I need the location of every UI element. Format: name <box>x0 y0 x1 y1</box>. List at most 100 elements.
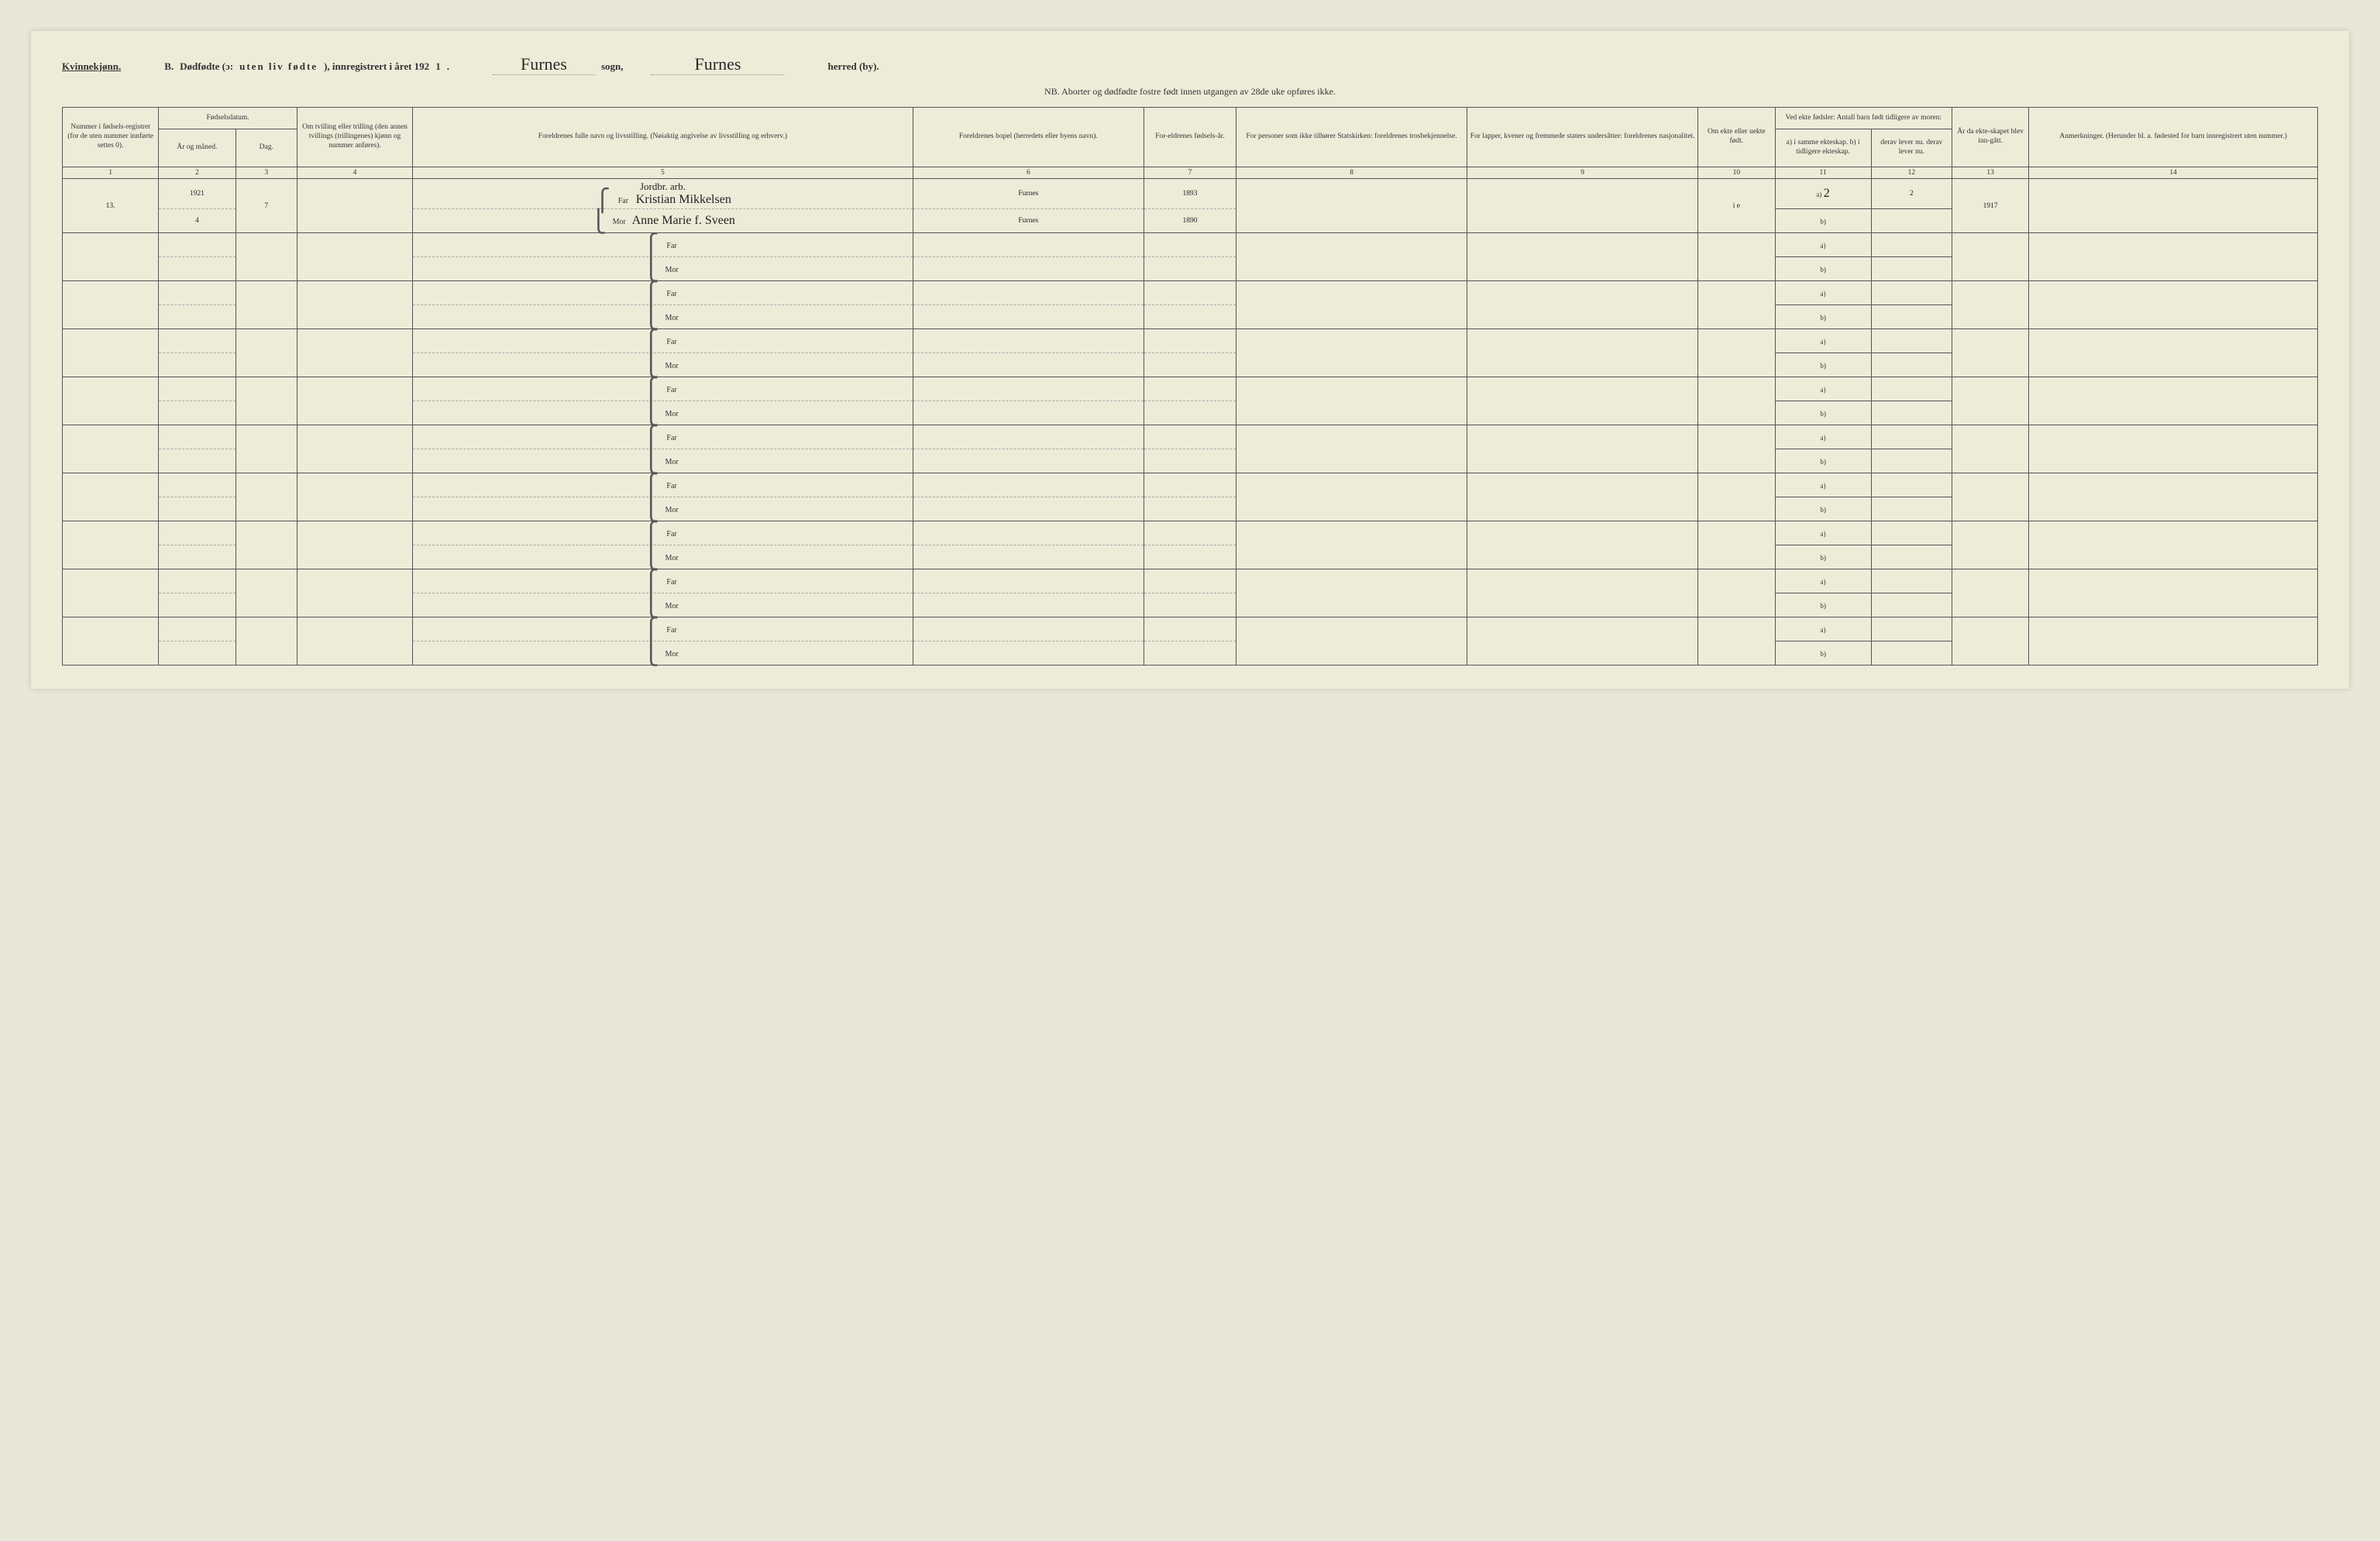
entry-b-lever <box>1871 353 1952 377</box>
col-14-header: Anmerkninger. (Herunder bl. a. fødested … <box>2029 108 2318 167</box>
entry-mor-cell: ⎩ Mor <box>413 353 913 377</box>
colnum: 2 <box>159 167 236 179</box>
entry-month <box>159 545 236 569</box>
colnum: 9 <box>1467 167 1698 179</box>
colnum: 3 <box>236 167 297 179</box>
entry-a-lever <box>1871 425 1952 449</box>
entry-day <box>236 473 297 521</box>
entry-religion <box>1236 521 1467 569</box>
colnum: 12 <box>1871 167 1952 179</box>
entry-twin <box>298 473 413 521</box>
entry-month: 4 <box>159 209 236 233</box>
table-body: 13.19217Jordbr. arb.⎧ Far Kristian Mikke… <box>63 179 2318 666</box>
entry-ekte <box>1698 233 1775 281</box>
entry-religion <box>1236 233 1467 281</box>
entry-ekte <box>1698 281 1775 329</box>
entry-row-far: ⎧ Far a) <box>63 233 2318 257</box>
col-11-group-header: Ved ekte fødsler: Antall barn født tidli… <box>1775 108 1952 129</box>
title-spaced: uten liv fødte <box>239 60 318 73</box>
entry-b-val: b) <box>1775 593 1871 617</box>
entry-far-year <box>1144 329 1236 353</box>
entry-b-val: b) <box>1775 545 1871 569</box>
entry-far-place <box>913 233 1144 257</box>
entry-ekte: i e <box>1698 179 1775 233</box>
entry-remarks <box>2029 425 2318 473</box>
entry-year <box>159 377 236 401</box>
entry-ekteskap-year <box>1952 233 2029 281</box>
entry-ekteskap-year <box>1952 281 2029 329</box>
entry-row-far: ⎧ Far a) <box>63 329 2318 353</box>
entry-mor-year <box>1144 642 1236 666</box>
col-2-header: År og måned. <box>159 129 236 167</box>
col-8-header: For personer som ikke tilhører Statskirk… <box>1236 108 1467 167</box>
col-4-header: Om tvilling eller trilling (den annen tv… <box>298 108 413 167</box>
entry-row-far: ⎧ Far a) <box>63 617 2318 642</box>
entry-remarks <box>2029 179 2318 233</box>
entry-number <box>63 473 159 521</box>
register-table: Nummer i fødsels-registret (for de uten … <box>62 107 2318 666</box>
entry-a-lever <box>1871 521 1952 545</box>
entry-row-far: ⎧ Far a) <box>63 377 2318 401</box>
entry-a-val: a) <box>1775 521 1871 545</box>
entry-b-lever <box>1871 401 1952 425</box>
entry-mor-year <box>1144 401 1236 425</box>
entry-far-cell: ⎧ Far <box>413 233 913 257</box>
entry-mor-year <box>1144 257 1236 281</box>
entry-ekte <box>1698 617 1775 666</box>
entry-b-lever <box>1871 209 1952 233</box>
entry-month <box>159 353 236 377</box>
entry-year <box>159 569 236 593</box>
entry-ekteskap-year <box>1952 569 2029 617</box>
entry-religion <box>1236 377 1467 425</box>
entry-b-val: b) <box>1775 257 1871 281</box>
entry-month <box>159 257 236 281</box>
colnum: 1 <box>63 167 159 179</box>
entry-row-far: ⎧ Far a) <box>63 281 2318 305</box>
colnum: 13 <box>1952 167 2029 179</box>
sogn-value: Furnes <box>493 54 595 75</box>
herred-label: herred (by). <box>827 60 879 73</box>
entry-mor-cell: ⎩ Mor <box>413 497 913 521</box>
entry-remarks <box>2029 473 2318 521</box>
entry-a-lever <box>1871 377 1952 401</box>
entry-mor-place <box>913 257 1144 281</box>
entry-remarks <box>2029 281 2318 329</box>
entry-a-lever <box>1871 473 1952 497</box>
entry-day <box>236 521 297 569</box>
entry-remarks <box>2029 233 2318 281</box>
entry-far-year <box>1144 233 1236 257</box>
entry-far-year <box>1144 521 1236 545</box>
entry-year <box>159 617 236 642</box>
entry-far-cell: Jordbr. arb.⎧ Far Kristian Mikkelsen <box>413 179 913 209</box>
entry-ekte <box>1698 329 1775 377</box>
entry-nationality <box>1467 617 1698 666</box>
entry-far-place <box>913 377 1144 401</box>
entry-a-val: a) <box>1775 569 1871 593</box>
entry-b-val: b) <box>1775 209 1871 233</box>
colnum: 7 <box>1144 167 1236 179</box>
entry-ekteskap-year <box>1952 617 2029 666</box>
entry-row-far: ⎧ Far a) <box>63 521 2318 545</box>
entry-mor-cell: ⎩ Mor <box>413 449 913 473</box>
col-5-header: Foreldrenes fulle navn og livsstilling. … <box>413 108 913 167</box>
entry-nationality <box>1467 521 1698 569</box>
entry-day <box>236 329 297 377</box>
entry-number <box>63 281 159 329</box>
entry-row-far: ⎧ Far a) <box>63 473 2318 497</box>
entry-mor-cell: ⎩ Mor <box>413 593 913 617</box>
entry-a-val: a) <box>1775 281 1871 305</box>
entry-far-place: Furnes <box>913 179 1144 209</box>
entry-day <box>236 617 297 666</box>
entry-religion <box>1236 179 1467 233</box>
entry-mor-cell: ⎩ Mor <box>413 545 913 569</box>
entry-mor-place <box>913 593 1144 617</box>
colnum: 5 <box>413 167 913 179</box>
col-10-header: Om ekte eller uekte født. <box>1698 108 1775 167</box>
table-header: Nummer i fødsels-registret (for de uten … <box>63 108 2318 179</box>
entry-far-place <box>913 473 1144 497</box>
entry-ekteskap-year <box>1952 377 2029 425</box>
entry-year <box>159 473 236 497</box>
entry-far-year <box>1144 377 1236 401</box>
entry-remarks <box>2029 569 2318 617</box>
entry-b-val: b) <box>1775 642 1871 666</box>
